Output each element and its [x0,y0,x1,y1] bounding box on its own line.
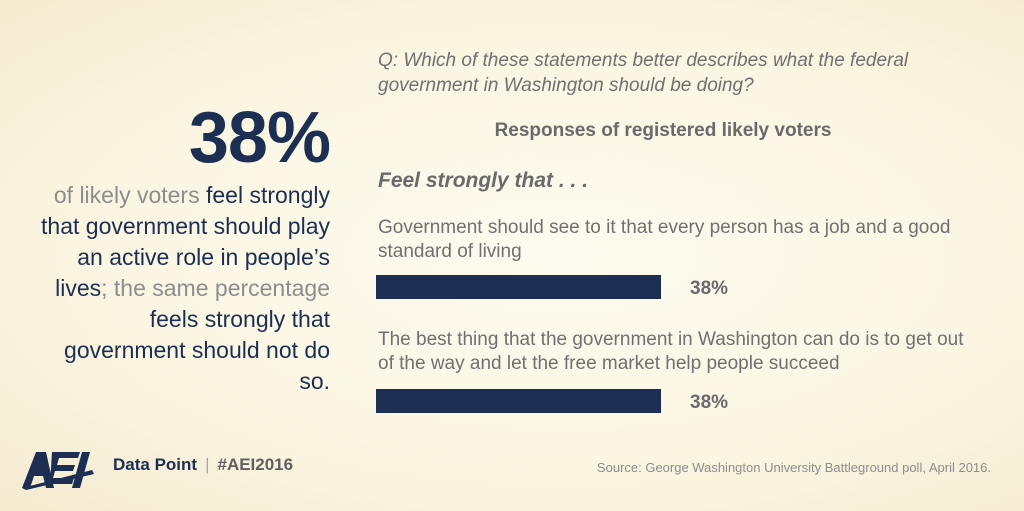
chart-title: Responses of registered likely voters [494,120,832,141]
headline-text: of likely voters feel strongly that gove… [30,180,330,397]
chart-subtitle: Feel strongly that . . . [378,169,589,192]
source-note: Source: George Washington University Bat… [596,460,991,475]
bar-value-label-2: 38% [690,392,729,413]
aei-logo-icon [22,452,94,490]
category-label-1: Government should see to it that every p… [378,217,951,262]
headline-text-part: feel strongly that government should pla… [41,182,330,301]
survey-question: Q: Which of these statements better desc… [378,50,909,96]
footer-label: Data Point [113,455,198,474]
bar-2 [376,389,661,413]
category-label-2: The best thing that the government in Wa… [378,329,964,374]
bar-value-label-1: 38% [690,278,729,299]
footer-hashtag: #AEI2016 [217,455,294,474]
headline-text-part: feels strongly that government should no… [64,306,330,394]
headline-text-part: ; the same percentage [101,275,330,301]
footer-separator: | [205,455,210,474]
headline-text-part: of likely voters [53,182,206,208]
bar-1 [376,275,661,299]
headline-value: 38% [188,98,331,178]
footer: Data Point | #AEI2016 [113,455,293,475]
